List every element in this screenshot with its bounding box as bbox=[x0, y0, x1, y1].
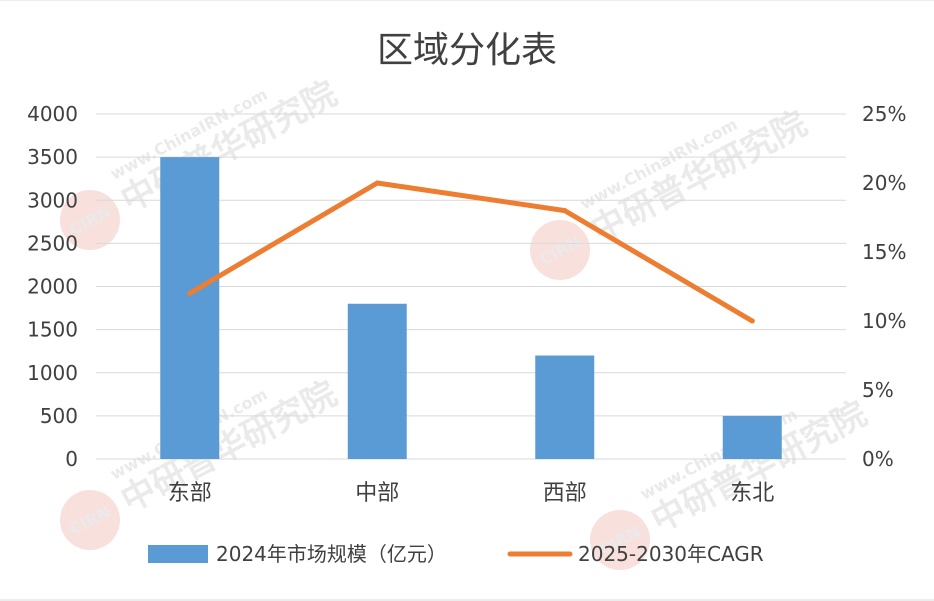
watermark-logo-icon bbox=[60, 190, 120, 250]
category-label: 东部 bbox=[168, 481, 212, 506]
line-point bbox=[374, 180, 380, 186]
bar bbox=[722, 415, 782, 459]
left-tick-label: 1000 bbox=[27, 361, 78, 385]
category-label: 西部 bbox=[543, 481, 587, 506]
category-labels: 东部 中部 西部 东北 bbox=[168, 481, 775, 506]
bar bbox=[347, 303, 407, 459]
line-point bbox=[749, 318, 755, 324]
right-axis-ticks: 0% 5% 10% 15% 20% 25% bbox=[862, 102, 906, 471]
left-tick-label: 2500 bbox=[27, 231, 78, 255]
right-tick-label: 10% bbox=[862, 309, 906, 333]
line-point bbox=[562, 208, 568, 214]
horizontal-gridlines bbox=[96, 113, 846, 460]
right-tick-label: 25% bbox=[862, 102, 906, 126]
legend: 2024年市场规模（亿元） 2025-2030年CAGR bbox=[148, 542, 764, 566]
watermark-logo-icon bbox=[530, 220, 590, 280]
legend-bar-label: 2024年市场规模（亿元） bbox=[216, 542, 447, 566]
bar bbox=[160, 157, 220, 459]
bar-series bbox=[160, 157, 782, 459]
left-tick-label: 3500 bbox=[27, 145, 78, 169]
category-label: 中部 bbox=[355, 481, 399, 506]
left-axis-ticks: 0 500 1000 1500 2000 2500 3000 3500 4000 bbox=[27, 102, 78, 471]
left-tick-label: 0 bbox=[65, 447, 78, 471]
category-label: 东北 bbox=[730, 481, 774, 506]
left-tick-label: 4000 bbox=[27, 102, 78, 126]
right-tick-label: 15% bbox=[862, 240, 906, 264]
right-tick-label: 20% bbox=[862, 171, 906, 195]
watermark-logo-icon bbox=[590, 510, 650, 570]
left-tick-label: 3000 bbox=[27, 188, 78, 212]
legend-bar-swatch bbox=[148, 545, 208, 563]
left-tick-label: 1500 bbox=[27, 318, 78, 342]
bar bbox=[535, 355, 595, 459]
right-tick-label: 0% bbox=[862, 447, 894, 471]
line-series bbox=[187, 180, 755, 324]
chart-title: 区域分化表 bbox=[377, 30, 557, 71]
left-tick-label: 2000 bbox=[27, 275, 78, 299]
left-tick-label: 500 bbox=[40, 404, 78, 428]
watermark-logo-icon bbox=[60, 490, 120, 550]
cagr-line bbox=[187, 180, 755, 324]
line-point bbox=[187, 290, 193, 296]
right-tick-label: 5% bbox=[862, 378, 894, 402]
legend-line-label: 2025-2030年CAGR bbox=[578, 542, 764, 566]
